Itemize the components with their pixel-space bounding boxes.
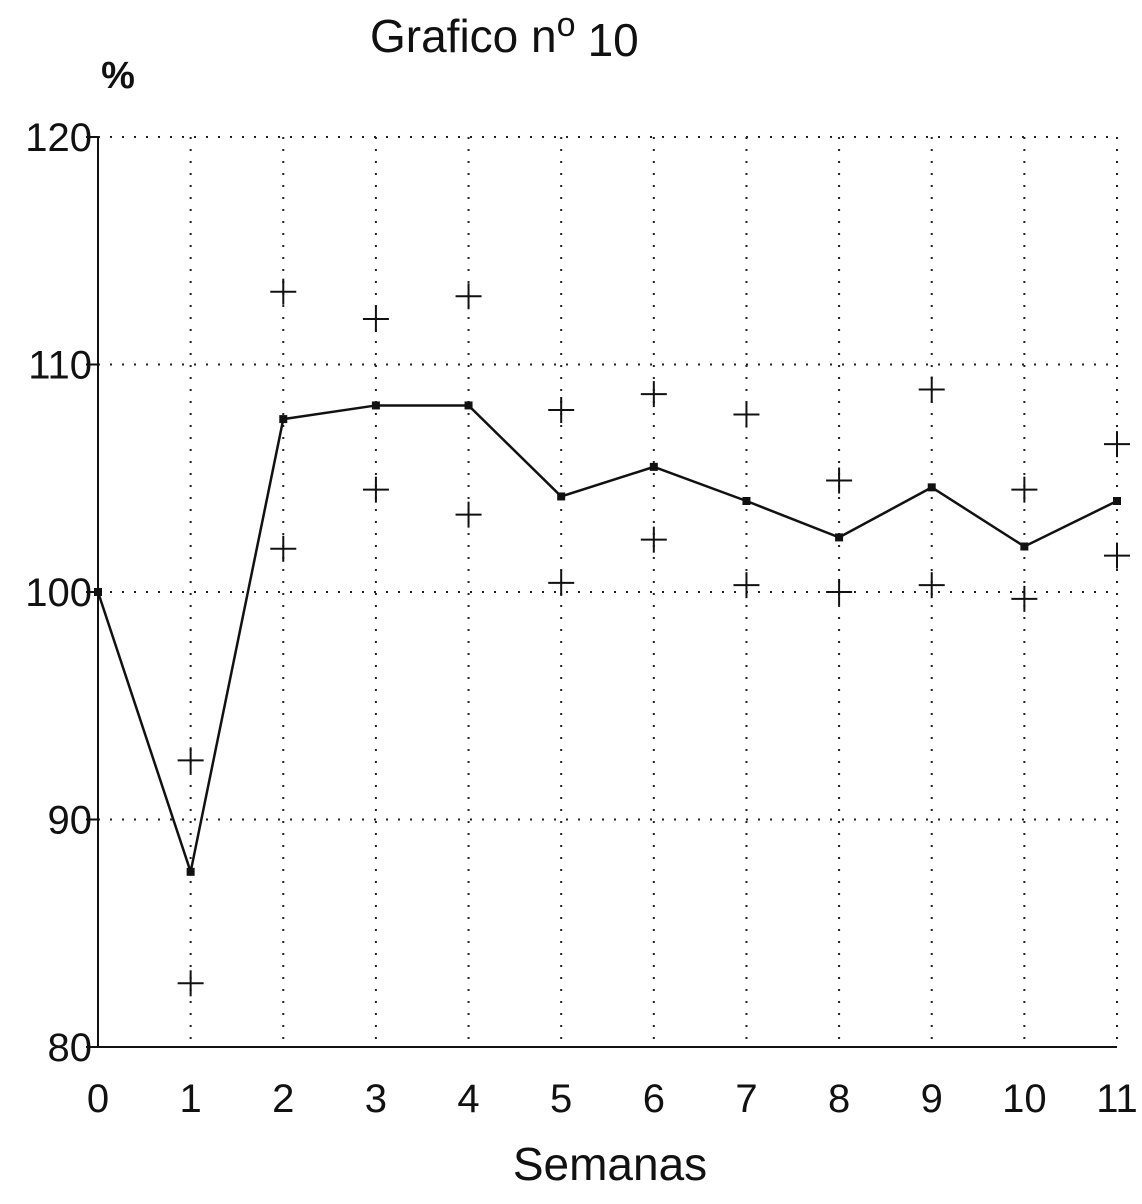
series-1 (177, 278, 1130, 774)
x-tick-label: 0 (87, 1077, 109, 1121)
plus-marker (826, 467, 853, 494)
plus-marker (733, 401, 760, 428)
plus-marker (1104, 431, 1130, 458)
data-point-marker (186, 867, 195, 876)
data-point-marker (1020, 542, 1029, 551)
plus-marker (362, 306, 389, 332)
data-point-marker (371, 401, 380, 410)
plus-marker (548, 397, 575, 423)
plus-marker (362, 476, 389, 503)
x-tick-label: 5 (550, 1077, 572, 1121)
chart-title-ordinal: o (557, 6, 576, 44)
plus-marker (640, 381, 667, 408)
plus-marker (177, 970, 204, 997)
x-tick-label: 6 (643, 1077, 665, 1121)
plus-marker (640, 526, 667, 553)
plus-marker (548, 569, 575, 596)
tick-labels: 80 90 100 110 120 0 1 2 3 4 5 6 7 8 9 10 11 (25, 116, 1138, 1121)
plus-marker (455, 501, 482, 528)
plus-marker (733, 572, 760, 599)
data-point-marker (464, 401, 473, 410)
series-0 (94, 401, 1121, 877)
y-tick-label: 120 (25, 116, 92, 160)
title-group: Grafico no 10 (370, 6, 639, 66)
y-tick-label: 90 (48, 799, 93, 843)
y-tick-label: 100 (25, 571, 92, 615)
x-tick-label: 4 (457, 1077, 479, 1121)
x-tick-label: 7 (735, 1077, 757, 1121)
plus-marker (270, 535, 297, 562)
chart-title-main: Grafico n (370, 10, 557, 62)
x-axis-title: Semanas (513, 1138, 707, 1190)
plus-marker (177, 747, 204, 774)
data-point-marker (1113, 497, 1121, 505)
plus-marker (1104, 542, 1130, 569)
x-tick-label: 10 (1002, 1077, 1047, 1121)
plus-marker (455, 283, 482, 310)
x-tick-label: 2 (272, 1077, 294, 1121)
series-line (96, 404, 1118, 877)
x-tick-label: 3 (365, 1077, 387, 1121)
plus-marker (918, 572, 945, 599)
x-tick-label: 1 (180, 1077, 202, 1121)
chart-title-number: 10 (588, 14, 639, 66)
x-tick-label: 11 (1096, 1077, 1138, 1121)
plus-marker (1011, 476, 1038, 503)
chart-title: Grafico no 10 (370, 6, 639, 66)
series (94, 278, 1130, 997)
data-point-marker (557, 492, 566, 501)
data-point-marker (279, 415, 288, 424)
data-point-marker (742, 497, 751, 505)
data-point-marker (649, 462, 658, 471)
x-tick-label: 9 (921, 1077, 943, 1121)
y-tick-label: 80 (48, 1026, 93, 1070)
plus-marker (270, 278, 297, 305)
data-point-marker (94, 588, 102, 596)
data-point-marker (927, 483, 936, 492)
plus-marker (1011, 585, 1038, 612)
series-2 (177, 476, 1130, 997)
y-tick-label: 110 (28, 344, 92, 388)
data-point-marker (835, 533, 844, 542)
y-axis-title: % (101, 55, 135, 97)
x-tick-label: 8 (828, 1077, 850, 1121)
plus-marker (826, 579, 853, 605)
grid (98, 136, 1118, 1047)
plus-marker (918, 376, 945, 403)
